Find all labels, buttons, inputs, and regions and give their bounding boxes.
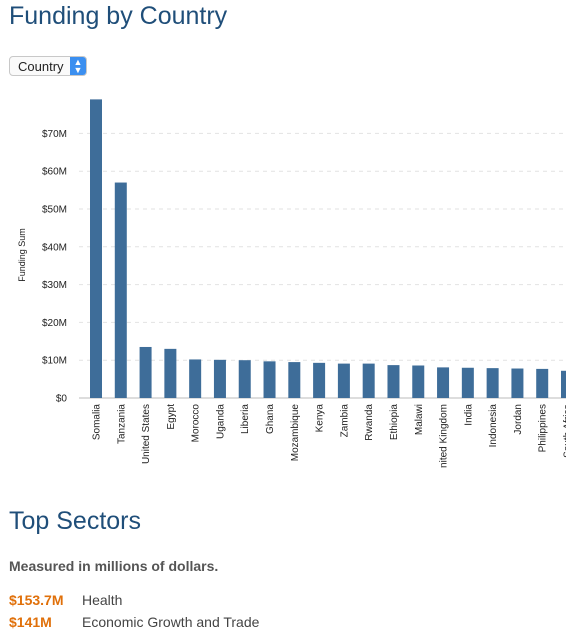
x-tick-label: Liberia bbox=[240, 404, 251, 434]
x-tick-label: Egypt bbox=[166, 404, 177, 430]
bars bbox=[90, 99, 566, 398]
x-tick-label: India bbox=[463, 404, 474, 426]
bar-liberia[interactable] bbox=[239, 360, 251, 398]
y-axis-label: Funding Sum bbox=[17, 228, 27, 282]
bar-united-states[interactable] bbox=[140, 347, 152, 398]
bar-kenya[interactable] bbox=[313, 363, 325, 398]
x-tick-label: South Africa bbox=[563, 404, 566, 458]
bar-ethiopia[interactable] bbox=[387, 365, 399, 398]
bar-philippines[interactable] bbox=[536, 369, 548, 398]
x-tick-label: Indonesia bbox=[488, 404, 499, 448]
x-tick-label: Zambia bbox=[339, 404, 350, 438]
page-title: Funding by Country bbox=[9, 2, 227, 31]
bar-malawi[interactable] bbox=[412, 365, 424, 398]
group-by-select[interactable]: Country ▲▼ bbox=[9, 56, 87, 76]
x-tick-label: Tanzania bbox=[116, 404, 127, 444]
x-tick-label: Ghana bbox=[265, 404, 276, 434]
bar-morocco[interactable] bbox=[189, 359, 201, 398]
sector-row: $153.7M Health bbox=[9, 592, 122, 608]
x-tick-label: Jordan bbox=[513, 404, 524, 435]
bar-somalia[interactable] bbox=[90, 99, 102, 398]
bar-nited-kingdom[interactable] bbox=[437, 367, 449, 398]
x-tick-label: Mozambique bbox=[290, 404, 301, 462]
funding-bar-chart: $0 $10M $20M $30M $40M $50M $60M $70M Somalia Ta… bbox=[0, 85, 566, 485]
group-by-select-value: Country bbox=[10, 59, 70, 74]
grid-lines bbox=[79, 133, 566, 398]
bar-ghana[interactable] bbox=[264, 361, 276, 398]
y-axis-ticks: $0 $10M $20M $30M $40M $50M $60M $70M bbox=[42, 129, 67, 405]
x-tick-label: Kenya bbox=[315, 404, 326, 433]
sector-name: Health bbox=[82, 592, 122, 608]
x-tick-label: nited Kingdom bbox=[439, 404, 450, 468]
y-tick-label: $60M bbox=[42, 167, 67, 178]
bar-indonesia[interactable] bbox=[487, 368, 499, 398]
bar-egypt[interactable] bbox=[164, 349, 176, 398]
y-tick-label: $30M bbox=[42, 280, 67, 291]
y-tick-label: $70M bbox=[42, 129, 67, 140]
bar-zambia[interactable] bbox=[338, 364, 350, 398]
bar-tanzania[interactable] bbox=[115, 183, 127, 398]
sector-amount: $153.7M bbox=[9, 592, 82, 608]
x-tick-label: Ethiopia bbox=[389, 404, 400, 441]
y-tick-label: $50M bbox=[42, 205, 67, 216]
y-tick-label: $40M bbox=[42, 242, 67, 253]
x-tick-label: Malawi bbox=[414, 404, 425, 435]
sector-row: $141M Economic Growth and Trade bbox=[9, 614, 259, 630]
sector-name: Economic Growth and Trade bbox=[82, 614, 259, 630]
sectors-note: Measured in millions of dollars. bbox=[9, 558, 218, 574]
sectors-title: Top Sectors bbox=[9, 507, 141, 536]
x-tick-label: Rwanda bbox=[364, 404, 375, 441]
bar-mozambique[interactable] bbox=[288, 362, 300, 398]
x-tick-label: Somalia bbox=[92, 404, 103, 441]
bar-rwanda[interactable] bbox=[363, 364, 375, 398]
y-tick-label: $20M bbox=[42, 318, 67, 329]
bar-jordan[interactable] bbox=[511, 369, 523, 398]
x-tick-label: United States bbox=[141, 404, 152, 464]
x-tick-label: Morocco bbox=[191, 404, 202, 443]
y-tick-label: $0 bbox=[56, 394, 68, 405]
chevron-up-down-icon: ▲▼ bbox=[70, 57, 86, 75]
x-tick-label: Uganda bbox=[215, 404, 226, 439]
x-tick-label: Philippines bbox=[538, 404, 549, 452]
bar-india[interactable] bbox=[462, 368, 474, 398]
bar-south-africa[interactable] bbox=[561, 371, 566, 398]
x-axis-labels: Somalia Tanzania United States Egypt Morocco… bbox=[92, 404, 566, 468]
sector-amount: $141M bbox=[9, 614, 82, 630]
y-tick-label: $10M bbox=[42, 356, 67, 367]
bar-uganda[interactable] bbox=[214, 360, 226, 398]
